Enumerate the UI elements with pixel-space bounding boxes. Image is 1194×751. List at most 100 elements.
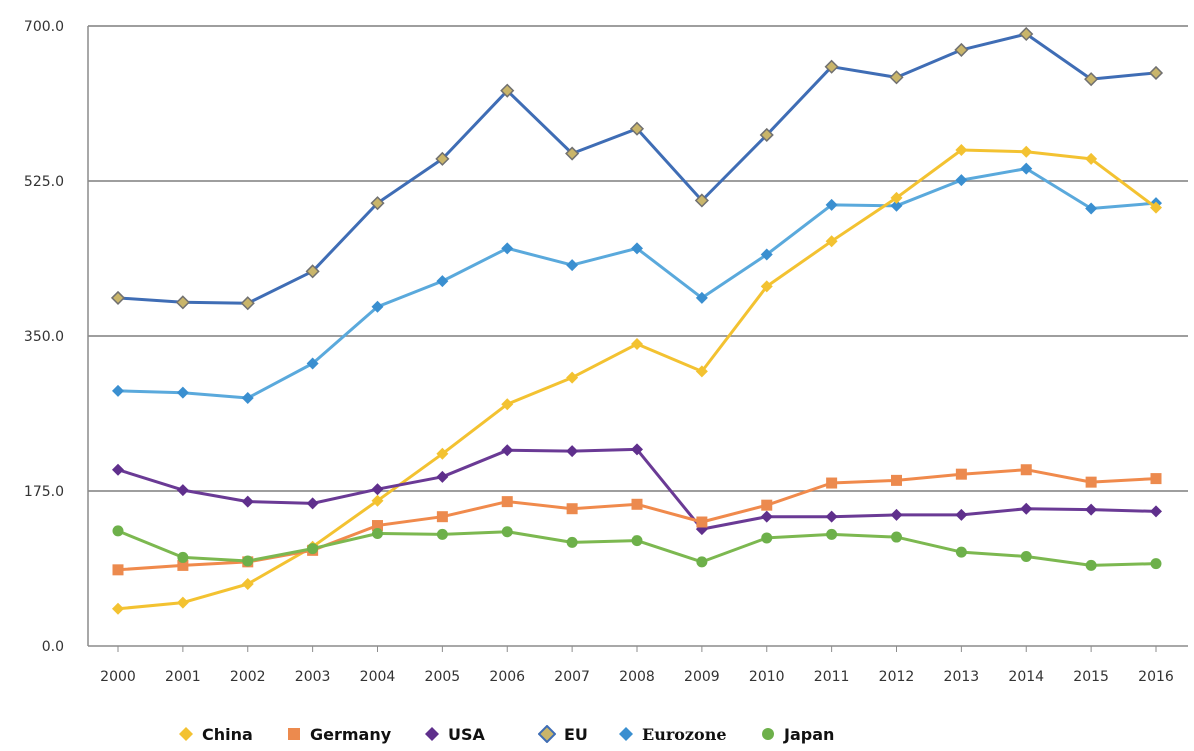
data-point-eurozone xyxy=(241,392,254,404)
data-point-japan xyxy=(1085,559,1097,571)
data-point-japan xyxy=(566,536,578,548)
x-tick-label: 2014 xyxy=(1008,669,1044,685)
data-point-germany xyxy=(1020,464,1032,476)
data-point-usa xyxy=(1150,505,1162,518)
data-point-eu xyxy=(500,83,515,98)
data-point-germany xyxy=(761,499,773,511)
data-point-germany xyxy=(566,503,578,515)
legend-item-eu: EU xyxy=(538,723,588,745)
data-point-china xyxy=(501,398,514,411)
data-point-germany xyxy=(631,498,643,510)
y-tick-label: 525.0 xyxy=(24,174,64,190)
data-point-eurozone xyxy=(566,259,579,272)
data-point-japan xyxy=(501,526,513,538)
data-point-usa xyxy=(241,495,254,508)
data-point-japan xyxy=(826,528,838,540)
legend-usa-marker xyxy=(425,727,439,741)
data-point-usa xyxy=(112,463,124,476)
data-point-china xyxy=(631,337,643,350)
x-tick-label: 2012 xyxy=(879,669,915,685)
data-point-eu xyxy=(175,295,190,310)
data-point-eu xyxy=(1084,72,1099,87)
legend-item-usa: USA xyxy=(424,723,485,745)
data-point-eu xyxy=(824,59,839,74)
legend-japan-marker xyxy=(762,728,774,740)
legend: China Germany USA EU Eurozone Japan xyxy=(158,716,1128,751)
data-point-eurozone xyxy=(890,199,903,212)
axes xyxy=(87,26,1188,647)
data-point-eu xyxy=(759,127,774,143)
legend-item-japan: Japan xyxy=(760,723,834,745)
legend-eurozone-marker xyxy=(619,727,633,741)
data-point-usa xyxy=(306,497,319,510)
legend-germany-marker xyxy=(288,728,300,740)
data-point-japan xyxy=(307,543,319,555)
data-point-usa xyxy=(1020,502,1033,515)
data-point-china xyxy=(760,280,773,293)
data-point-usa xyxy=(890,508,903,521)
y-tick-label: 700.0 xyxy=(24,19,64,35)
data-point-eurozone xyxy=(760,248,773,261)
data-point-germany xyxy=(1150,473,1162,485)
legend-label-usa: USA xyxy=(448,724,485,744)
data-point-eurozone xyxy=(631,242,643,255)
data-point-eu xyxy=(694,193,709,208)
data-point-eu xyxy=(305,264,320,279)
legend-item-germany: Germany xyxy=(286,723,391,745)
data-point-usa xyxy=(955,508,968,521)
data-point-china xyxy=(436,447,449,460)
data-point-germany xyxy=(696,516,708,528)
x-tick-label: 2007 xyxy=(554,669,590,685)
series-layer xyxy=(110,26,1164,615)
data-point-usa xyxy=(760,510,773,523)
data-point-germany xyxy=(112,564,124,576)
data-point-usa xyxy=(501,444,514,457)
x-tick-label: 2003 xyxy=(295,669,331,685)
data-point-china xyxy=(695,365,708,378)
legend-label-eu: EU xyxy=(564,724,588,744)
data-point-germany xyxy=(1085,476,1097,488)
data-point-eurozone xyxy=(825,198,838,211)
data-point-eurozone xyxy=(1020,162,1033,175)
data-point-eurozone xyxy=(371,300,384,313)
legend-item-china: China xyxy=(178,723,253,745)
data-point-usa xyxy=(176,484,189,497)
data-point-japan xyxy=(372,528,383,540)
data-point-usa xyxy=(566,445,579,458)
y-axis-ticks: 0.0 175.0 350.0 525.0 700.0 xyxy=(24,19,64,655)
data-point-japan xyxy=(436,528,448,540)
data-point-eurozone xyxy=(176,386,189,399)
data-point-japan xyxy=(631,535,643,547)
x-tick-label: 2004 xyxy=(360,669,396,685)
x-tick-label: 2010 xyxy=(749,669,785,685)
data-point-eurozone xyxy=(306,357,319,370)
series-eu xyxy=(110,26,1164,311)
data-point-eurozone xyxy=(436,275,449,288)
data-point-germany xyxy=(372,520,383,532)
data-point-eu xyxy=(565,146,580,161)
legend-label-japan: Japan xyxy=(784,724,835,744)
x-tick-label: 2013 xyxy=(944,669,980,685)
series-china xyxy=(112,144,1162,615)
x-tick-label: 2001 xyxy=(165,669,201,685)
series-germany xyxy=(112,464,1162,576)
data-point-japan xyxy=(1020,551,1032,563)
data-point-germany xyxy=(501,496,513,508)
legend-label-germany: Germany xyxy=(310,724,392,744)
data-point-japan xyxy=(761,532,773,544)
x-tick-label: 2000 xyxy=(100,669,136,685)
x-tick-label: 2015 xyxy=(1073,669,1109,685)
data-point-japan xyxy=(891,531,902,543)
data-point-japan xyxy=(112,525,124,537)
data-point-eu xyxy=(954,42,969,57)
data-point-china xyxy=(890,191,903,204)
data-point-eu xyxy=(889,70,904,85)
data-point-eu xyxy=(240,296,255,311)
data-point-china xyxy=(1085,152,1098,165)
y-tick-label: 350.0 xyxy=(24,329,64,345)
legend-item-eurozone: Eurozone xyxy=(618,723,727,745)
data-point-china xyxy=(566,371,579,384)
data-point-china xyxy=(1020,145,1033,158)
data-point-china xyxy=(1150,201,1162,214)
